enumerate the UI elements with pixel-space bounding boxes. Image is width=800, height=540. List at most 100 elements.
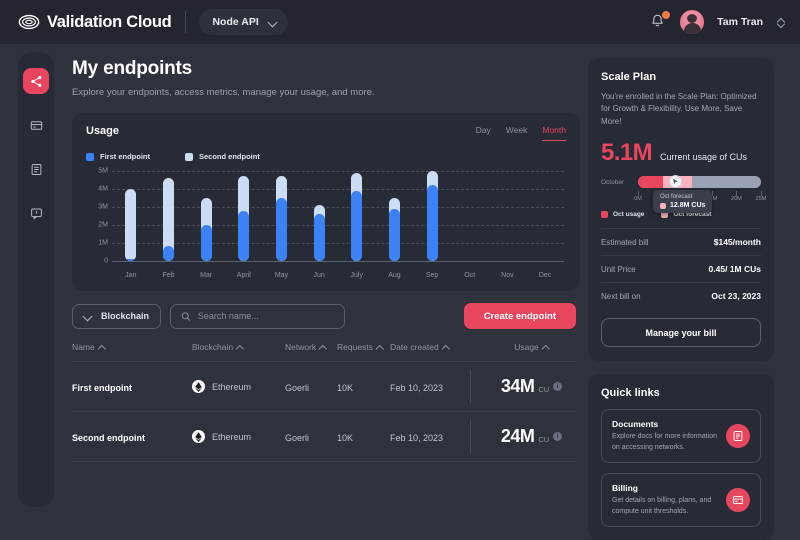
- bar-column[interactable]: [489, 171, 525, 261]
- column-header-date-created[interactable]: Date created: [390, 342, 487, 352]
- bar: [351, 172, 363, 261]
- sidebar-item-billing[interactable]: [23, 112, 49, 138]
- meter-tick-label: 0M: [634, 196, 642, 203]
- y-axis-tick: 5M: [98, 167, 108, 175]
- column-label: Usage: [514, 342, 539, 352]
- api-selector[interactable]: Node API: [199, 9, 288, 35]
- x-axis-tick: April: [236, 272, 251, 279]
- create-endpoint-button[interactable]: Create endpoint: [463, 303, 576, 329]
- info-icon[interactable]: i: [553, 432, 563, 441]
- bar-column[interactable]: [339, 171, 375, 261]
- meter-tick-mark: [761, 191, 762, 197]
- sidebar-item-support[interactable]: [23, 200, 49, 226]
- legend-swatch: [661, 211, 669, 219]
- quick-link-text: Billing Get details on billing, plans, a…: [612, 483, 718, 517]
- bar-column[interactable]: [263, 171, 299, 261]
- info-icon[interactable]: i: [553, 382, 563, 391]
- search-input[interactable]: [197, 311, 335, 321]
- x-axis-tick: Feb: [162, 272, 175, 279]
- cell-usage-unit: CU: [538, 385, 550, 394]
- bar-column[interactable]: [414, 171, 450, 261]
- sidebar-item-endpoints[interactable]: [23, 68, 49, 94]
- gridline: [112, 189, 564, 190]
- bar-column[interactable]: [376, 171, 412, 261]
- meter-tick-label: 25M: [755, 196, 767, 203]
- bar-segment-first-endpoint: [200, 225, 212, 261]
- billing-card-icon: [726, 488, 750, 513]
- sidebar-item-documents[interactable]: [23, 156, 49, 182]
- usage-card-header: Usage Day Week Month: [86, 125, 566, 141]
- notification-badge: [662, 11, 671, 19]
- blockchain-filter-button[interactable]: Blockchain: [72, 303, 162, 329]
- x-axis-tick: Nov: [501, 272, 514, 279]
- cursor-icon: [672, 178, 678, 185]
- meter-handle[interactable]: [669, 175, 682, 189]
- tab-day[interactable]: Day: [475, 125, 491, 135]
- cell-name: Second endpoint: [72, 432, 145, 443]
- table-header-row: Name Blockchain Network Requests Date cr…: [72, 342, 576, 362]
- x-axis-tick: Jun: [313, 272, 325, 279]
- endpoints-table: Name Blockchain Network Requests Date cr…: [72, 342, 580, 462]
- tab-week[interactable]: Week: [505, 125, 528, 135]
- column-header-requests[interactable]: Requests: [337, 342, 390, 352]
- quick-link-description: Explore docs for more information on acc…: [612, 433, 718, 451]
- legend-item-second-endpoint[interactable]: Second endpoint: [185, 152, 260, 161]
- tab-month[interactable]: Month: [542, 125, 566, 141]
- manage-bill-button[interactable]: Manage your bill: [601, 318, 761, 348]
- usage-bar-chart: 0 1M 2M 3M 4M 5M Jan Feb Mar April May Jun July Aug S…: [86, 167, 566, 279]
- divider: [470, 420, 471, 453]
- plan-row-value: $145/month: [713, 237, 761, 248]
- y-axis-tick: 0: [104, 257, 108, 265]
- endpoints-icon: [30, 75, 41, 87]
- quick-link-description: Get details on billing, plans, and compu…: [612, 497, 712, 515]
- column-label: Requests: [337, 342, 373, 352]
- user-name: Tam Tran: [717, 16, 763, 28]
- cell-requests: 10K: [337, 382, 354, 393]
- table-row[interactable]: Second endpoint Ethereum Goerli 10K Feb …: [72, 412, 576, 462]
- endpoints-toolbar: Blockchain Create endpoint: [72, 303, 580, 329]
- up-down-chevron-icon[interactable]: [776, 15, 786, 29]
- quick-link-documents[interactable]: Documents Explore docs for more informat…: [601, 409, 761, 464]
- column-label: Network: [285, 342, 317, 352]
- bar-column[interactable]: [527, 171, 563, 261]
- plan-row-next-bill: Next bill on Oct 23, 2023: [601, 282, 761, 309]
- bar-column[interactable]: [452, 171, 488, 261]
- column-label: Date created: [390, 342, 439, 352]
- avatar[interactable]: [680, 10, 705, 34]
- plan-row-unit-price: Unit Price 0.45/ 1M CUs: [601, 255, 761, 282]
- chart-plot-area: [112, 171, 564, 262]
- plan-row-estimated-bill: Estimated bill $145/month: [601, 228, 761, 255]
- plan-row-label: Next bill on: [601, 291, 641, 301]
- search-box[interactable]: [170, 303, 346, 329]
- legend-label: Second endpoint: [199, 152, 260, 161]
- quick-link-billing[interactable]: Billing Get details on billing, plans, a…: [601, 473, 761, 528]
- cell-usage-value: 34M: [500, 376, 535, 396]
- notifications-button[interactable]: [649, 11, 671, 32]
- bar-column[interactable]: [226, 171, 262, 261]
- bar-column[interactable]: [301, 171, 337, 261]
- column-header-usage[interactable]: Usage: [514, 342, 549, 352]
- column-label: Blockchain: [192, 342, 234, 352]
- y-axis-tick: 1M: [98, 239, 108, 247]
- bar-column[interactable]: [188, 171, 224, 261]
- meter-usage-fill: [638, 176, 663, 189]
- cell-blockchain: Ethereum: [192, 430, 285, 443]
- x-axis-tick: Mar: [200, 272, 213, 279]
- legend-swatch: [601, 211, 608, 219]
- table-row[interactable]: First endpoint Ethereum Goerli 10K Feb 1…: [72, 362, 576, 412]
- range-tabs: Day Week Month: [476, 125, 566, 141]
- ethereum-icon: [192, 380, 205, 393]
- usage-meter[interactable]: October Oct forecast 12.8M CUs: [601, 175, 761, 214]
- meter-track[interactable]: [638, 176, 761, 189]
- usage-chart-card: Usage Day Week Month First endpoint Seco…: [72, 113, 580, 291]
- bar-column[interactable]: [113, 171, 149, 261]
- legend-swatch: [185, 152, 193, 161]
- legend-item-first-endpoint[interactable]: First endpoint: [86, 152, 150, 161]
- cell-name: First endpoint: [72, 382, 132, 393]
- column-header-blockchain[interactable]: Blockchain: [192, 342, 285, 352]
- column-header-name[interactable]: Name: [72, 342, 192, 352]
- bar: [200, 198, 212, 261]
- current-usage: 5.1M Current usage of CUs: [601, 139, 761, 167]
- column-header-network[interactable]: Network: [285, 342, 337, 352]
- bar-column[interactable]: [150, 171, 186, 261]
